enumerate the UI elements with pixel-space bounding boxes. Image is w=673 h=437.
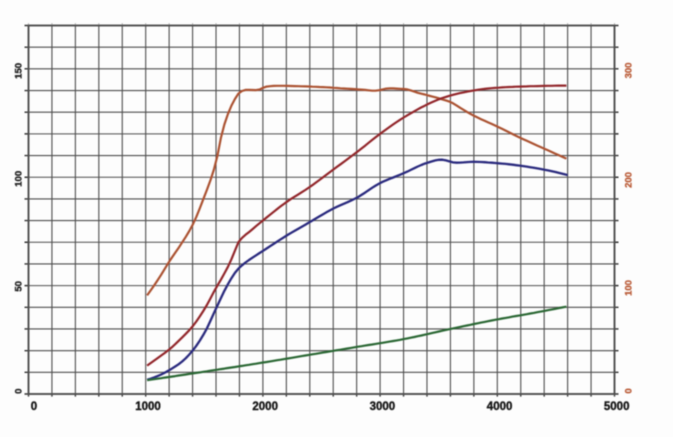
- svg-text:2000: 2000: [252, 401, 278, 413]
- svg-text:4000: 4000: [487, 401, 513, 413]
- svg-text:150: 150: [14, 63, 25, 79]
- svg-text:100: 100: [14, 171, 25, 187]
- svg-text:5000: 5000: [604, 401, 630, 413]
- svg-text:1000: 1000: [135, 401, 161, 413]
- svg-text:200: 200: [623, 172, 634, 188]
- svg-text:300: 300: [623, 63, 634, 79]
- svg-text:100: 100: [623, 280, 634, 296]
- svg-text:0: 0: [623, 388, 634, 393]
- svg-text:3000: 3000: [370, 401, 396, 413]
- svg-text:0: 0: [14, 389, 25, 394]
- svg-text:50: 50: [14, 281, 25, 292]
- svg-text:0: 0: [31, 401, 37, 413]
